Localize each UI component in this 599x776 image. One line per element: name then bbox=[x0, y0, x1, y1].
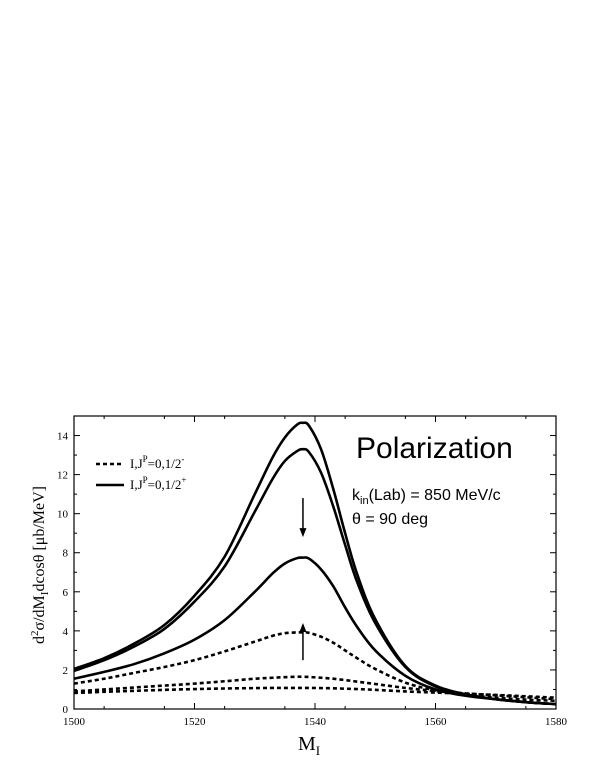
legend-label-solid: I,JP=0,1/2+ bbox=[130, 475, 186, 492]
y-tick-label: 0 bbox=[63, 704, 69, 716]
x-tick-label: 1500 bbox=[63, 716, 86, 728]
kin-annotation-rest: (Lab) = 850 MeV/c bbox=[369, 487, 501, 504]
x-tick-label: 1520 bbox=[184, 716, 207, 728]
arrows-layer bbox=[299, 498, 307, 661]
y-tick-label: 8 bbox=[63, 548, 69, 560]
kin-annotation-k: k bbox=[352, 487, 361, 504]
series-line-solid-2 bbox=[73, 556, 557, 706]
chart-title: Polarization bbox=[356, 432, 513, 465]
y-tick-label: 6 bbox=[63, 587, 69, 599]
y-tick-label: 12 bbox=[57, 470, 68, 482]
x-axis-title: MI bbox=[298, 733, 320, 758]
kin-annotation-sub: in bbox=[360, 495, 369, 507]
axis-ticks: 1500 1520 1540 1560 1580 0 2 4 6 8 10 12 14 bbox=[57, 416, 568, 728]
arrow-head-up bbox=[299, 623, 307, 633]
y-tick-label: 10 bbox=[57, 509, 69, 521]
x-tick-label: 1580 bbox=[545, 716, 568, 728]
x-tick-label: 1560 bbox=[425, 716, 448, 728]
y-axis-title: d2σ/dMIdcosθ [μb/MeV] bbox=[29, 486, 51, 644]
y-tick-label: 14 bbox=[57, 431, 69, 443]
legend: I,JP=0,1/2- I,JP=0,1/2+ bbox=[96, 454, 186, 492]
theta-annotation: θ = 90 deg bbox=[352, 511, 428, 528]
legend-label-dashed: I,JP=0,1/2- bbox=[130, 454, 184, 471]
kin-annotation: kin(Lab) = 850 MeV/c bbox=[352, 487, 501, 507]
series-line-solid-1 bbox=[73, 447, 557, 706]
arrow-head-down bbox=[299, 528, 307, 538]
series-line-dashed-3 bbox=[73, 631, 557, 703]
x-tick-label: 1540 bbox=[304, 716, 327, 728]
series-layer bbox=[73, 421, 557, 706]
series-line-dashed-4 bbox=[73, 675, 557, 701]
y-tick-label: 2 bbox=[63, 665, 69, 677]
y-tick-label: 4 bbox=[63, 626, 69, 638]
